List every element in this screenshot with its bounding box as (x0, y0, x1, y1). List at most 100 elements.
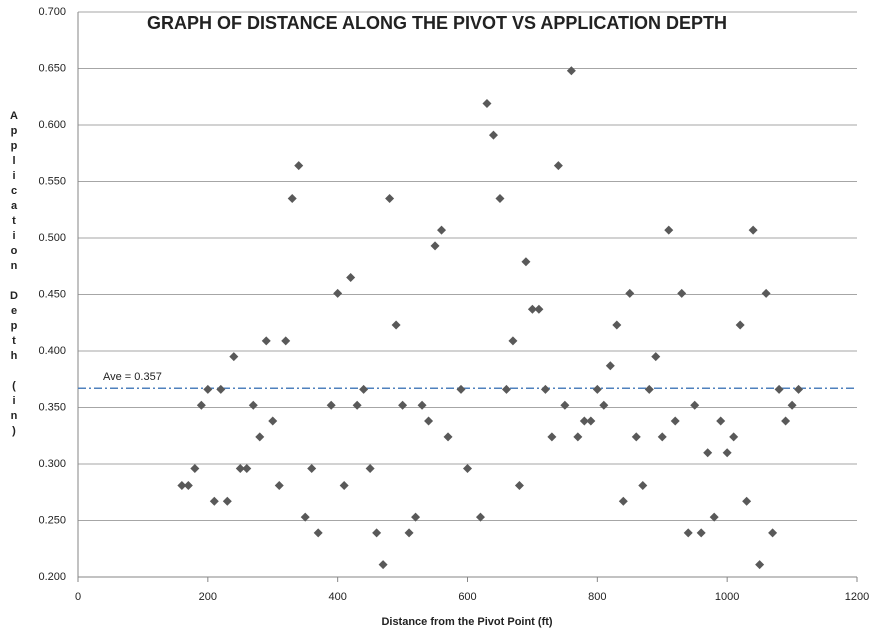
point (437, 225, 447, 235)
point (268, 416, 278, 426)
point (592, 384, 602, 394)
point (183, 480, 193, 490)
point (196, 400, 206, 410)
point (307, 464, 317, 474)
point (430, 241, 440, 251)
point (463, 464, 472, 474)
y-tick-label: 0.550 (38, 175, 66, 187)
point (768, 528, 778, 538)
y-tick-label: 0.600 (38, 119, 66, 131)
point (482, 99, 492, 109)
point (417, 400, 427, 410)
point (411, 512, 421, 522)
point (586, 416, 596, 426)
point (605, 361, 615, 371)
x-tick-label: 200 (199, 591, 217, 603)
point (475, 512, 485, 522)
point (495, 193, 505, 203)
point (722, 448, 732, 458)
point (274, 480, 284, 490)
point (359, 384, 369, 394)
point (365, 464, 375, 474)
point (404, 528, 414, 538)
point (242, 464, 252, 474)
point (599, 400, 609, 410)
x-tick-label: 0 (75, 591, 81, 603)
x-tick-label: 600 (458, 591, 476, 603)
point (651, 352, 661, 362)
point (566, 66, 576, 76)
point (755, 560, 765, 570)
point (346, 273, 356, 283)
y-tick-label: 0.450 (38, 288, 66, 300)
point (579, 416, 589, 426)
x-tick-label: 800 (588, 591, 606, 603)
point (229, 352, 239, 362)
point (313, 528, 323, 538)
point (424, 416, 434, 426)
average-label: Ave = 0.357 (103, 371, 162, 383)
chart-title: GRAPH OF DISTANCE ALONG THE PIVOT VS APP… (147, 13, 727, 33)
point (514, 480, 524, 490)
point (748, 225, 758, 235)
point (501, 384, 511, 394)
point (664, 225, 674, 235)
point (333, 288, 343, 298)
point (326, 400, 336, 410)
y-tick-label: 0.400 (38, 345, 66, 357)
x-tick-label: 1000 (715, 591, 739, 603)
point (287, 193, 297, 203)
point (300, 512, 310, 522)
y-tick-label: 0.300 (38, 458, 66, 470)
point (255, 432, 265, 442)
point (729, 432, 739, 442)
point (352, 400, 362, 410)
y-tick-label: 0.700 (38, 6, 66, 18)
point (553, 161, 563, 171)
point (378, 560, 388, 570)
point (391, 320, 401, 330)
y-tick-label: 0.500 (38, 232, 66, 244)
point (508, 336, 518, 346)
point (625, 288, 635, 298)
point (177, 480, 187, 490)
point (203, 384, 213, 394)
point (703, 448, 713, 458)
point (612, 320, 622, 330)
point (521, 257, 531, 267)
point (560, 400, 570, 410)
point (527, 304, 537, 314)
x-tick-label: 1200 (845, 591, 869, 603)
point (696, 528, 706, 538)
point (534, 304, 544, 314)
point (787, 400, 797, 410)
point (372, 528, 382, 538)
y-tick-label: 0.350 (38, 401, 66, 413)
point (709, 512, 719, 522)
point (644, 384, 654, 394)
point (190, 464, 200, 474)
y-tick-label: 0.200 (38, 571, 66, 583)
y-tick-label: 0.250 (38, 514, 66, 526)
y-tick-label: 0.650 (38, 62, 66, 74)
point (281, 336, 291, 346)
point (670, 416, 680, 426)
point (631, 432, 641, 442)
point (222, 496, 232, 506)
point (294, 161, 304, 171)
point (248, 400, 258, 410)
point (547, 432, 557, 442)
point (735, 320, 745, 330)
point (235, 464, 245, 474)
point (657, 432, 667, 442)
point (761, 288, 771, 298)
point (677, 288, 687, 298)
point (398, 400, 408, 410)
point (573, 432, 583, 442)
point (443, 432, 453, 442)
point (488, 130, 498, 140)
point (540, 384, 550, 394)
point (781, 416, 791, 426)
